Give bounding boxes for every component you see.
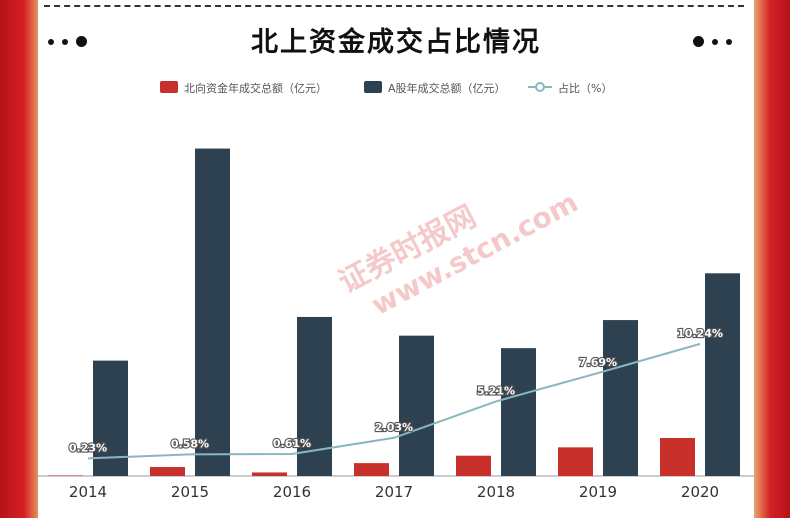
ratio-label-2019: 7.69% xyxy=(579,356,617,369)
chart-panel: 北上资金成交占比情况 北向资金年成交总额（亿元） A股年成交总额（亿元） 占比（%）… xyxy=(38,0,754,518)
x-tick-2018: 2018 xyxy=(477,483,515,501)
chart-title: 北上资金成交占比情况 xyxy=(251,27,541,58)
x-tick-2020: 2020 xyxy=(681,483,719,501)
bar-north-2014 xyxy=(48,475,83,476)
ratio-line xyxy=(87,342,701,460)
ratio-label-2015: 0.58% xyxy=(171,437,209,450)
bar-north-2018 xyxy=(456,455,491,476)
ratio-label-2017: 2.03% xyxy=(375,421,413,434)
x-tick-2017: 2017 xyxy=(375,483,413,501)
legend-label-north: 北向资金年成交总额（亿元） xyxy=(184,81,327,95)
bar-north-2015 xyxy=(150,466,185,476)
x-tick-2015: 2015 xyxy=(171,483,209,501)
dashed-divider xyxy=(44,5,744,7)
x-tick-2016: 2016 xyxy=(273,483,311,501)
legend-swatch-north xyxy=(160,81,178,93)
header: 北上资金成交占比情况 xyxy=(38,0,754,62)
x-tick-2019: 2019 xyxy=(579,483,617,501)
bar-ashare-2017 xyxy=(399,335,434,476)
bar-north-2017 xyxy=(354,463,389,476)
chart-svg: 北向资金年成交总额（亿元） A股年成交总额（亿元） 占比（%） 2014 2015 201… xyxy=(38,81,754,501)
legend-label-ashare: A股年成交总额（亿元） xyxy=(388,81,506,95)
ratio-label-2016: 0.61% xyxy=(273,437,311,450)
ratio-label-2018: 5.21% xyxy=(477,384,515,397)
right-red-frame xyxy=(754,0,790,518)
right-dots-decoration xyxy=(693,36,732,47)
bar-ashare-2019 xyxy=(603,320,638,476)
legend-label-ratio: 占比（%） xyxy=(558,81,612,95)
left-dots-decoration xyxy=(48,36,87,47)
bar-ashare-2015 xyxy=(195,148,230,477)
bar-ashare-2020 xyxy=(705,273,740,476)
bar-north-2019 xyxy=(558,447,593,476)
legend-swatch-ashare xyxy=(364,81,382,93)
ratio-label-2014: 0.23% xyxy=(69,441,107,454)
left-red-frame xyxy=(0,0,40,518)
bar-north-2016 xyxy=(252,472,287,476)
ratio-label-2020: 10.24% xyxy=(677,327,723,340)
bar-ashare-2018 xyxy=(501,348,536,476)
x-tick-2014: 2014 xyxy=(69,483,107,501)
legend-marker-ratio xyxy=(535,82,545,92)
bar-north-2020 xyxy=(660,438,695,476)
